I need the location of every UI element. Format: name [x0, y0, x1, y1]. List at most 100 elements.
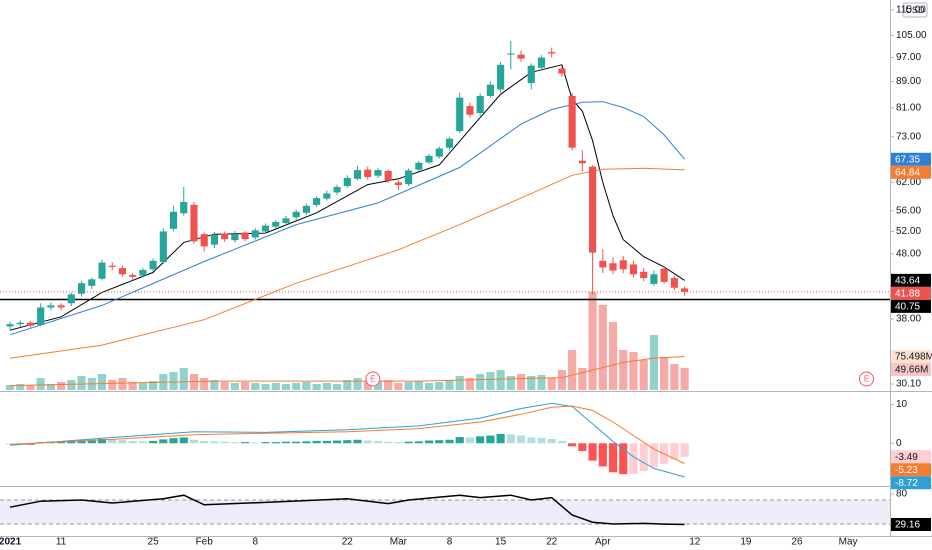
volume-bar [169, 372, 178, 390]
candle-body [292, 211, 300, 218]
axis-value-box [891, 273, 931, 287]
macd-histogram-bar [292, 441, 301, 444]
y-tick-label: 30.10 [896, 379, 921, 390]
candle-body [231, 234, 239, 241]
volume-bar [384, 379, 393, 390]
macd-histogram-bar [179, 437, 188, 444]
x-tick-label: Mar [390, 537, 408, 548]
macd-histogram-bar [77, 440, 86, 444]
candle-body [517, 54, 525, 59]
volume-bar [138, 382, 147, 390]
volume-bar [36, 377, 45, 390]
macd-histogram-bar [506, 434, 515, 444]
volume-bar [660, 356, 669, 390]
macd-histogram-bar [547, 439, 556, 444]
volume-bar [680, 367, 689, 390]
volume-bar [251, 382, 260, 390]
macd-histogram-bar [496, 433, 505, 444]
macd-histogram-bar [537, 437, 546, 444]
candle-body [251, 230, 259, 238]
candle-body [670, 278, 678, 288]
moving-average-line [9, 64, 685, 331]
x-tick-label: 19 [740, 537, 752, 548]
candle-body [456, 97, 464, 132]
volume-bar [128, 381, 137, 390]
candle-body [47, 305, 55, 308]
axis-value-box [891, 476, 931, 490]
moving-average-line [9, 101, 685, 336]
candle-body [169, 211, 178, 229]
macd-histogram-bar [373, 440, 383, 444]
candle-body [159, 231, 167, 263]
volume-bar [537, 374, 546, 390]
macd-histogram-bar [414, 441, 423, 444]
macd-histogram-bar [680, 443, 689, 457]
candle-body [415, 162, 423, 170]
candle-body [384, 170, 392, 181]
macd-histogram-bar [445, 439, 454, 444]
y-tick-label: 81.00 [896, 102, 921, 113]
volume-bar [281, 384, 291, 390]
macd-histogram-bar [128, 440, 137, 444]
volume-bar [527, 375, 536, 390]
macd-line [9, 402, 685, 478]
volume-bar [67, 379, 76, 390]
x-tick-label: 12 [689, 537, 701, 548]
volume-bar [312, 384, 321, 390]
axis-value-box [891, 152, 931, 166]
macd-histogram-bar [322, 440, 331, 444]
macd-histogram-bar [281, 441, 291, 444]
macd-histogram-bar [332, 440, 342, 444]
macd-histogram-bar [230, 442, 239, 444]
volume-bar [639, 359, 648, 390]
candle-body [394, 182, 402, 186]
volume-bar [179, 367, 188, 390]
x-tick-label: 25 [148, 537, 160, 548]
volume-bar [322, 382, 331, 390]
macd-histogram-bar [87, 439, 96, 444]
candle-body [629, 264, 638, 275]
earnings-marker[interactable] [365, 371, 381, 387]
earnings-marker[interactable] [858, 371, 874, 387]
candle-body [558, 68, 566, 74]
volume-bar [16, 384, 25, 390]
candle-body [190, 204, 198, 242]
volume-bar [465, 377, 475, 390]
volume-bar [26, 384, 35, 390]
x-tick-label: Feb [196, 537, 214, 548]
macd-histogram-bar [97, 439, 107, 444]
candle-body [466, 106, 474, 115]
macd-histogram-bar [251, 442, 260, 444]
volume-bar [588, 291, 597, 390]
volume-bar [343, 379, 352, 390]
axis-value-box [891, 463, 931, 477]
macd-histogram-bar [404, 441, 413, 444]
candle-body [200, 234, 208, 247]
macd-histogram-bar [629, 443, 638, 475]
volume-bar [394, 382, 403, 390]
x-tick-label: 22 [546, 537, 558, 548]
candle-body [6, 324, 14, 327]
earnings-label: E [370, 375, 375, 384]
macd-histogram-bar [476, 436, 485, 444]
volume-bar [97, 374, 107, 390]
currency-box[interactable] [902, 2, 928, 18]
candle-body [445, 138, 454, 148]
macd-histogram-bar [302, 441, 311, 444]
volume-bar [332, 384, 342, 390]
candle-body [476, 95, 484, 114]
macd-histogram-bar [118, 440, 127, 444]
volume-bar [220, 381, 229, 390]
candle-body [108, 265, 116, 267]
y-tick-label: 48.00 [896, 248, 921, 259]
candle-body [302, 205, 310, 213]
candle-body [313, 198, 321, 205]
macd-histogram-bar [169, 438, 178, 444]
candle-body [343, 177, 351, 187]
macd-histogram-bar [527, 437, 536, 444]
axis-value-box [891, 450, 931, 464]
candle-body [16, 322, 24, 325]
y-tick-label: 38.00 [896, 314, 921, 325]
axis-value-box [891, 350, 931, 364]
